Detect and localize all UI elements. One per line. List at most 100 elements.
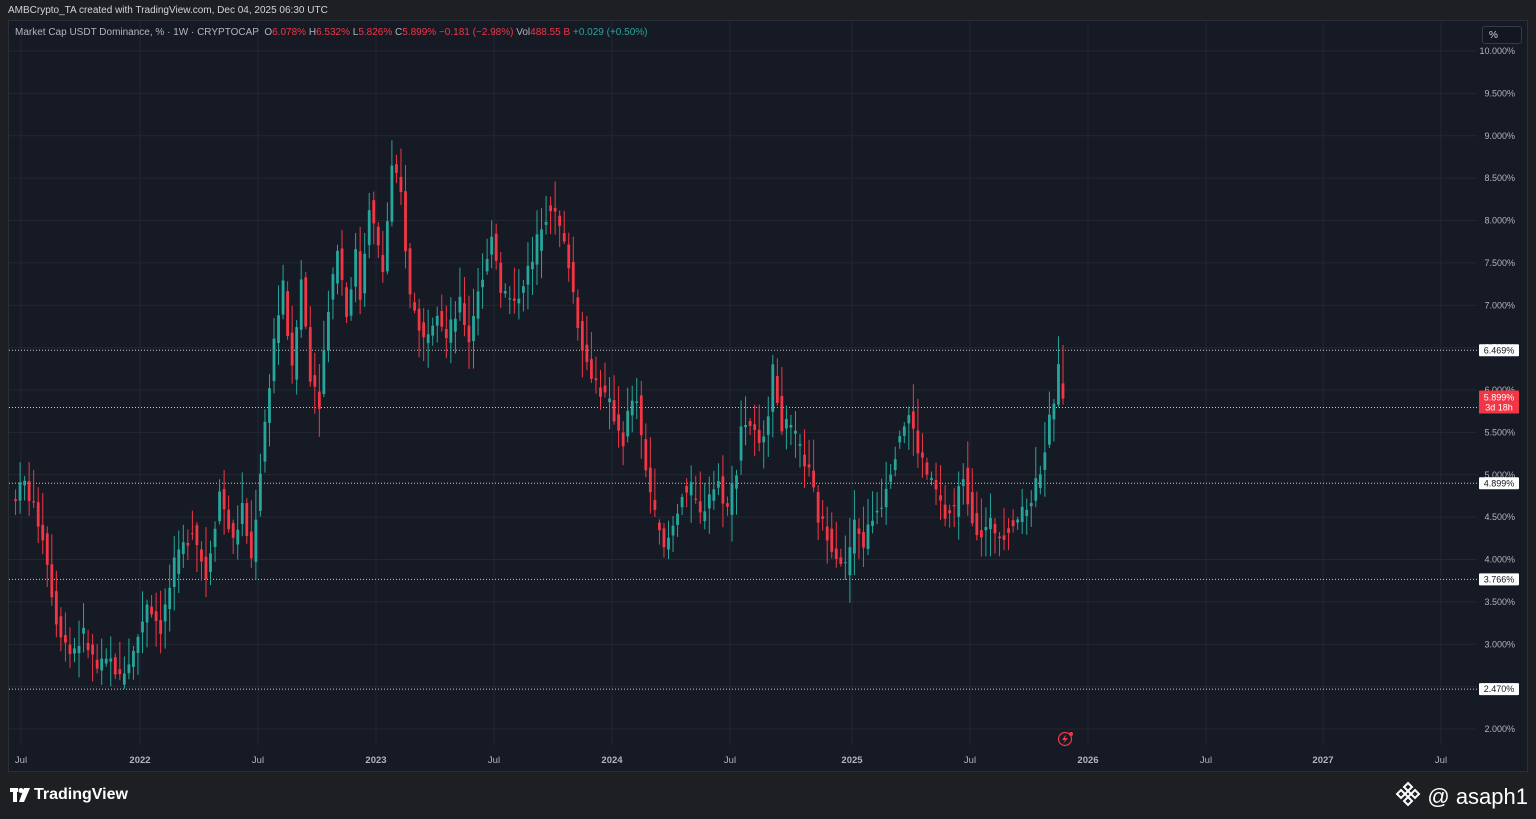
candle-body <box>213 528 217 547</box>
candle-body <box>254 519 258 562</box>
candle-body <box>812 470 816 488</box>
candle-body <box>775 376 779 403</box>
candle-body <box>512 298 516 301</box>
candle-body <box>970 492 974 524</box>
candle-body <box>685 485 689 493</box>
candle-body <box>236 529 240 545</box>
legend-volume-label: Vol <box>516 27 531 38</box>
candle-body <box>281 280 285 315</box>
candle-body <box>571 261 575 293</box>
candle-body <box>753 424 757 430</box>
y-tick-label: 3.000% <box>1484 639 1515 649</box>
candle-body <box>934 480 938 490</box>
legend-high-label: H <box>308 27 317 38</box>
candle-body <box>866 524 870 549</box>
candle-body <box>925 462 929 475</box>
candle-body <box>408 248 412 295</box>
candle-body <box>902 426 906 436</box>
x-tick-label: Jul <box>964 755 976 766</box>
candle-body <box>830 528 834 552</box>
candle-body <box>399 176 403 192</box>
candle-body <box>644 439 648 471</box>
candle-body <box>780 395 784 432</box>
chart-pane[interactable] <box>8 20 1528 772</box>
candle-body <box>481 279 484 288</box>
y-tick-label: 9.500% <box>1484 88 1515 98</box>
candle-body <box>444 328 448 339</box>
y-tick-label: 3.500% <box>1484 597 1515 607</box>
candle-body <box>240 503 244 525</box>
level-price-label: 4.899% <box>1484 478 1515 488</box>
candle-body <box>694 498 698 500</box>
legend-symbol: Market Cap USDT Dominance, % · 1W · CRYP… <box>15 27 259 38</box>
candle-body <box>893 459 897 471</box>
candle-body <box>227 509 231 530</box>
candle-body <box>862 531 865 548</box>
candle-body <box>181 542 185 555</box>
candle-body <box>485 259 489 272</box>
candle-body <box>998 536 1001 539</box>
candle-body <box>603 385 607 393</box>
candle-body <box>508 298 512 300</box>
candle-body <box>122 673 126 685</box>
candle-body <box>458 296 462 313</box>
candle-body <box>798 443 802 446</box>
y-tick-label: 7.500% <box>1484 258 1515 268</box>
candle-body <box>381 255 385 273</box>
x-tick-label: Jul <box>1200 755 1212 766</box>
candle-body <box>1007 528 1010 533</box>
legend-low: 5.826% <box>358 27 393 38</box>
candle-body <box>32 501 36 503</box>
candle-body <box>1011 520 1015 527</box>
percent-scale-button[interactable]: % <box>1482 26 1522 44</box>
level-price-label: 3.766% <box>1484 574 1515 584</box>
candle-body <box>549 205 553 212</box>
candle-body <box>535 234 539 265</box>
candle-body <box>263 421 267 462</box>
candle-body <box>594 378 598 381</box>
legend-low-label: L <box>352 27 359 38</box>
candle-body <box>249 531 253 559</box>
candle-body <box>553 207 557 212</box>
x-tick-label: Jul <box>488 755 500 766</box>
candle-body <box>871 520 874 526</box>
x-tick-label: 2023 <box>365 755 386 766</box>
candle-body <box>884 488 888 508</box>
candle-body <box>698 501 702 513</box>
candle-body <box>440 311 444 327</box>
candle-body <box>422 322 426 338</box>
last-price-tag <box>1479 390 1519 414</box>
candle-body <box>385 221 389 272</box>
candle-body <box>635 401 639 403</box>
y-tick-label: 2.000% <box>1484 724 1515 734</box>
candle-body <box>349 289 353 316</box>
lightning-icon <box>1062 734 1068 744</box>
candle-body <box>979 530 983 538</box>
candle-body <box>653 500 657 510</box>
candle-body <box>784 419 788 429</box>
candle-body <box>109 658 113 662</box>
candle-body <box>245 503 249 536</box>
candle-body <box>453 318 457 332</box>
candle-body <box>889 474 893 482</box>
last-price-label: 5.899% <box>1484 393 1515 403</box>
candle-body <box>86 642 90 651</box>
candle-body <box>762 436 766 443</box>
candle-body <box>898 436 902 443</box>
candle-body <box>517 298 521 304</box>
legend-high: 6.532% <box>316 27 350 38</box>
x-tick-label: Jul <box>724 755 736 766</box>
candle-body <box>558 215 562 226</box>
candle-body <box>921 452 924 458</box>
candle-body <box>703 511 707 522</box>
candle-body <box>313 375 317 387</box>
candle-body <box>41 524 45 541</box>
candle-body <box>658 522 661 531</box>
candle-body <box>848 547 852 576</box>
candle-body <box>521 286 525 293</box>
candle-body <box>966 467 970 505</box>
y-tick-label: 10.000% <box>1479 46 1515 56</box>
watermark-text: @ asaph1 <box>1427 784 1528 809</box>
level-price-tag <box>1479 344 1519 357</box>
